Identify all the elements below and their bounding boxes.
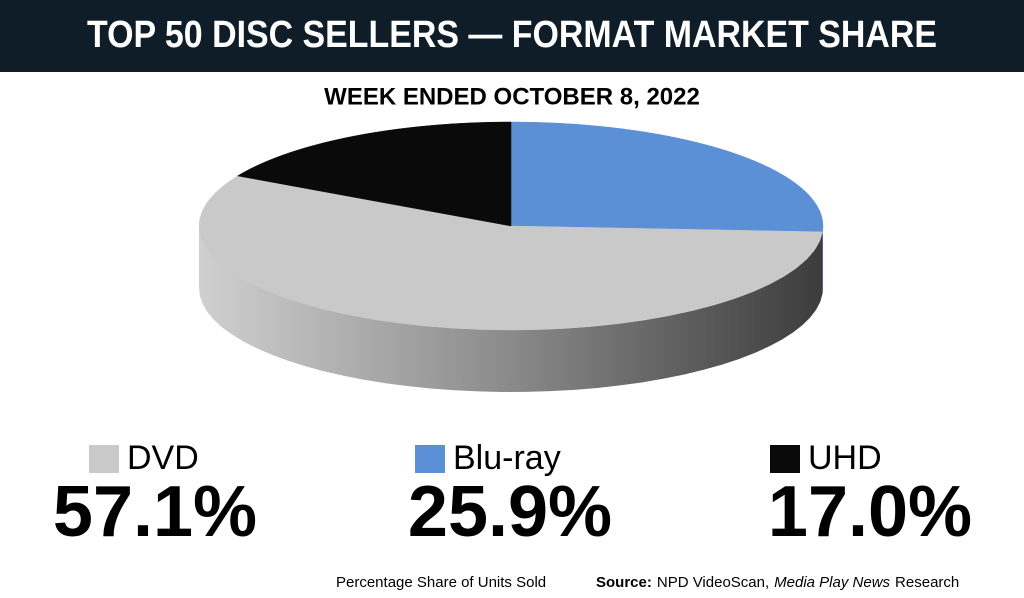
title-bar [0,0,1024,72]
pie-slice [236,121,512,227]
pie-slice [510,121,824,233]
pie-side [822,226,823,294]
legend-label: UHD [808,439,882,477]
legend-label: Blu-ray [453,439,561,477]
chart-subtitle: WEEK ENDED OCTOBER 8, 2022 [324,83,700,110]
source-text: NPD VideoScan, [657,574,769,591]
pie-side [199,226,823,392]
value-label: 17.0% [768,472,972,552]
source-label: Source: [596,574,652,591]
pie [198,121,824,392]
note: Percentage Share of Units Sold [336,574,546,591]
legend-label: DVD [127,439,199,477]
legend-swatch [89,445,119,473]
value-label: 57.1% [53,472,257,552]
legend-swatch [770,445,800,473]
pie-slice [198,175,823,331]
legend-swatch [415,445,445,473]
source: Source: NPD VideoScan, Media Play News Rese… [596,574,959,591]
chart-title: TOP 50 DISC SELLERS — FORMAT MARKET SHAR… [87,14,937,56]
source-suffix: Research [895,574,959,591]
value-label: 25.9% [408,472,612,552]
source-publication: Media Play News [774,574,890,591]
